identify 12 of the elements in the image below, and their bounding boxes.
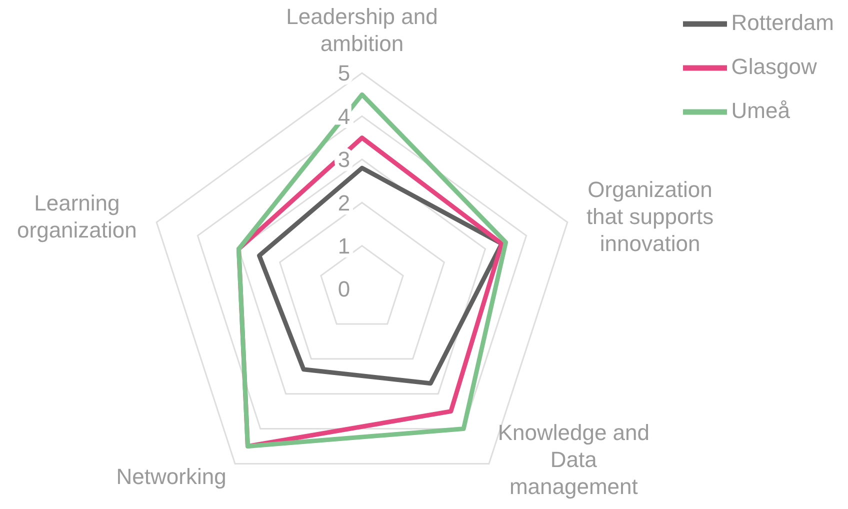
y-tick-label: 0: [338, 276, 350, 302]
legend-label: Glasgow: [731, 54, 817, 79]
y-tick-label: 2: [338, 190, 350, 216]
spoke-label: Organization that supports innovation: [586, 176, 714, 256]
y-tick-label: 1: [338, 234, 350, 258]
legend-label: Rotterdam: [731, 10, 834, 35]
spoke-label: Networking: [116, 464, 226, 490]
spoke-label: Knowledge and Data management: [498, 420, 650, 500]
spoke-label: Leadership and ambition: [286, 4, 438, 56]
y-tick-label: 5: [338, 60, 350, 86]
spoke-label: Learning organization: [17, 190, 137, 242]
legend-label: Umeå: [731, 98, 790, 123]
